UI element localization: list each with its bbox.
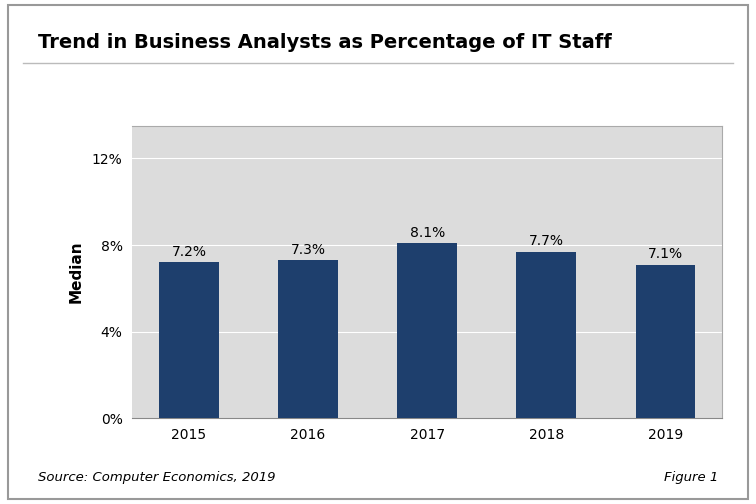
Text: Source: Computer Economics, 2019: Source: Computer Economics, 2019	[38, 471, 275, 484]
Text: 7.2%: 7.2%	[172, 245, 206, 259]
Text: 7.1%: 7.1%	[648, 247, 683, 262]
Text: 7.3%: 7.3%	[290, 243, 326, 257]
Y-axis label: Median: Median	[69, 241, 83, 303]
Bar	[636, 265, 696, 418]
Text: 8.1%: 8.1%	[410, 226, 445, 240]
Bar	[278, 260, 338, 418]
Bar	[516, 251, 576, 418]
Bar	[398, 243, 457, 418]
Text: Figure 1: Figure 1	[664, 471, 718, 484]
Bar	[159, 263, 218, 418]
Text: 7.7%: 7.7%	[528, 234, 564, 248]
Text: Trend in Business Analysts as Percentage of IT Staff: Trend in Business Analysts as Percentage…	[38, 33, 612, 52]
